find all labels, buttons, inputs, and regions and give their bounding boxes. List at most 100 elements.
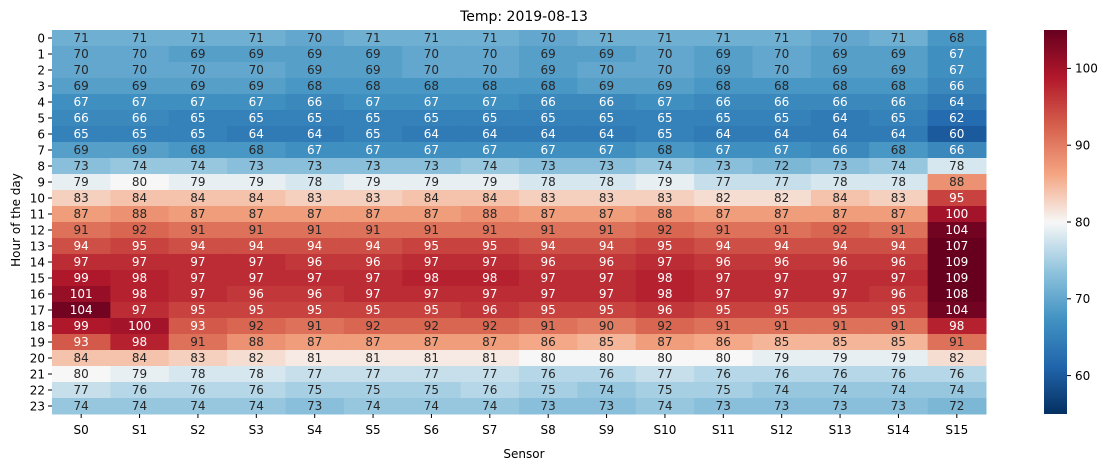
cell-value-label: 74 (190, 159, 205, 173)
cell-value-label: 73 (599, 399, 614, 413)
cell-value-label: 83 (307, 191, 322, 205)
cell-value-label: 84 (424, 191, 439, 205)
cell-value-label: 67 (949, 47, 964, 61)
cell-value-label: 97 (482, 255, 497, 269)
cell-value-label: 71 (249, 31, 264, 45)
cell-value-label: 73 (541, 399, 556, 413)
cell-value-label: 96 (365, 255, 380, 269)
cell-value-label: 85 (599, 335, 614, 349)
cell-value-label: 97 (190, 255, 205, 269)
cell-value-label: 91 (716, 319, 731, 333)
cell-value-label: 67 (249, 95, 264, 109)
cell-value-label: 97 (365, 287, 380, 301)
colorbar-tick-label: 80 (1075, 215, 1090, 229)
cell-value-label: 66 (716, 95, 731, 109)
cell-value-label: 91 (74, 223, 89, 237)
cell-value-label: 92 (657, 223, 672, 237)
cell-value-label: 92 (249, 319, 264, 333)
cell-value-label: 82 (249, 351, 264, 365)
cell-value-label: 67 (365, 95, 380, 109)
cell-value-label: 73 (74, 159, 89, 173)
cell-value-label: 69 (132, 79, 147, 93)
cell-value-label: 70 (482, 63, 497, 77)
cell-value-label: 91 (949, 335, 964, 349)
cell-value-label: 97 (74, 255, 89, 269)
cell-value-label: 91 (541, 319, 556, 333)
cell-value-label: 74 (424, 399, 439, 413)
colorbar-tick-label: 60 (1075, 369, 1090, 383)
cell-value-label: 71 (132, 31, 147, 45)
cell-value-label: 64 (949, 95, 964, 109)
x-tick-label: S2 (190, 423, 205, 437)
cell-value-label: 64 (249, 127, 264, 141)
cell-value-label: 87 (891, 207, 906, 221)
x-tick-label: S0 (74, 423, 89, 437)
cell-value-label: 71 (599, 31, 614, 45)
cell-value-label: 69 (716, 63, 731, 77)
cell-value-label: 85 (891, 335, 906, 349)
cell-value-label: 93 (190, 319, 205, 333)
cell-value-label: 97 (190, 271, 205, 285)
cell-value-label: 77 (307, 367, 322, 381)
cell-value-label: 69 (249, 79, 264, 93)
cell-value-label: 67 (190, 95, 205, 109)
cell-value-label: 97 (657, 255, 672, 269)
cell-value-label: 65 (307, 111, 322, 125)
x-tick-label: S15 (945, 423, 968, 437)
y-tick-label: 5 (37, 111, 45, 125)
cell-value-label: 65 (190, 111, 205, 125)
cell-value-label: 87 (74, 207, 89, 221)
cell-value-label: 87 (365, 207, 380, 221)
cell-value-label: 100 (945, 207, 968, 221)
cell-value-label: 69 (599, 47, 614, 61)
cell-value-label: 76 (774, 367, 789, 381)
cell-value-label: 84 (132, 191, 147, 205)
cell-value-label: 76 (891, 367, 906, 381)
cell-value-label: 91 (774, 223, 789, 237)
y-tick-label: 16 (30, 287, 45, 301)
cell-value-label: 69 (307, 63, 322, 77)
cell-value-label: 67 (482, 143, 497, 157)
cell-value-label: 97 (599, 287, 614, 301)
cell-value-label: 78 (949, 159, 964, 173)
cell-value-label: 71 (74, 31, 89, 45)
cell-value-label: 101 (70, 287, 93, 301)
cell-value-label: 94 (541, 239, 556, 253)
cell-value-label: 80 (657, 351, 672, 365)
cell-value-label: 74 (599, 383, 614, 397)
cell-value-label: 69 (74, 143, 89, 157)
cell-value-label: 68 (541, 79, 556, 93)
cell-value-label: 81 (424, 351, 439, 365)
cell-value-label: 65 (657, 111, 672, 125)
cell-value-label: 109 (945, 255, 968, 269)
cell-value-label: 67 (774, 143, 789, 157)
cell-value-label: 64 (891, 127, 906, 141)
cell-value-label: 87 (424, 207, 439, 221)
cell-value-label: 69 (832, 63, 847, 77)
cell-value-label: 73 (365, 159, 380, 173)
cell-value-label: 64 (774, 127, 789, 141)
cell-value-label: 68 (949, 31, 964, 45)
cell-value-label: 85 (774, 335, 789, 349)
cell-value-label: 97 (132, 255, 147, 269)
cell-value-label: 96 (307, 255, 322, 269)
cell-value-label: 71 (365, 31, 380, 45)
y-tick-label: 9 (37, 175, 45, 189)
cell-value-label: 97 (190, 287, 205, 301)
cell-value-label: 70 (424, 47, 439, 61)
cell-value-label: 97 (716, 287, 731, 301)
cell-value-label: 70 (132, 47, 147, 61)
cell-value-label: 88 (249, 335, 264, 349)
cell-value-label: 66 (891, 95, 906, 109)
cell-value-label: 98 (132, 271, 147, 285)
y-tick-label: 3 (37, 79, 45, 93)
cell-value-label: 96 (891, 255, 906, 269)
x-tick-label: S10 (653, 423, 676, 437)
cell-value-label: 84 (832, 191, 847, 205)
cell-value-label: 65 (891, 111, 906, 125)
cell-value-label: 74 (482, 399, 497, 413)
cell-value-label: 87 (599, 207, 614, 221)
cell-value-label: 67 (541, 143, 556, 157)
cell-value-label: 92 (657, 319, 672, 333)
cell-value-label: 87 (832, 207, 847, 221)
